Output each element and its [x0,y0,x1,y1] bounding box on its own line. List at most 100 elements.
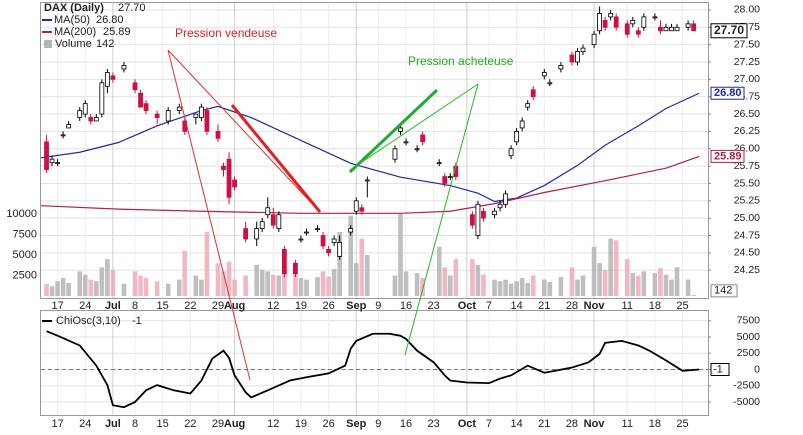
x-tick-label: 29 [212,300,224,312]
annotation-line [167,49,319,211]
volume-bar [569,267,575,296]
x-tick-label: Jul [105,418,121,430]
volume-bar [232,279,237,296]
volume-bar [508,283,514,296]
volume-bar [49,286,55,296]
candle-body [359,207,365,212]
annotation-trend [230,104,322,213]
candle-body [293,262,298,275]
volume-bar [315,277,320,296]
legend-entry: MA(200) [54,26,96,38]
volume-bar [691,294,696,296]
volume-bar [298,277,304,296]
volume-bar [77,271,83,296]
volume-bar [215,263,221,296]
volume-bar [663,274,669,296]
candle-body [558,65,564,70]
volume-bar [608,238,613,296]
last-value-label: -1 [713,363,723,375]
x-tick-label: 15 [157,300,169,312]
candle-body [436,162,442,165]
x-tick-label: Oct [458,300,477,312]
last-value-label: 142 [714,285,732,297]
x-tick-label: 21 [538,300,550,312]
volume-tick-label: 7500 [13,228,37,240]
volume-bar [519,277,525,296]
volume-bar [674,267,680,296]
volume-bar [497,281,503,296]
volume-bar [221,271,226,296]
volume-bar [503,279,508,296]
annotations: Pression vendeuse Pression acheteuse [167,26,514,381]
volume-bar [580,275,586,296]
x-tick-label: 26 [322,418,334,430]
x-tick-label: 23 [428,300,440,312]
legend-title: DAX (Daily) [44,2,104,14]
volume-bar [66,282,71,296]
candle-body [143,103,149,111]
volume-bar [514,281,519,296]
candle-body [298,238,304,241]
candle-body [49,158,55,164]
volume-bar [602,269,608,296]
x-tick-label: 17 [51,300,63,312]
candle-body [392,148,398,160]
candle-body [204,110,210,132]
candle-body [221,165,226,170]
volume-bar [685,279,691,296]
candle-body [669,26,674,32]
volume-bar [453,259,459,296]
candle-body [198,106,204,118]
y-tick-label: 25.50 [734,177,760,189]
x-tick-label: 12 [267,418,279,430]
candle-body [481,210,486,219]
volume-bar [420,277,425,296]
candle-body [514,131,520,143]
candle-body [591,33,597,46]
volume-bar [481,274,486,296]
annotation-text: Pression acheteuse [408,54,514,68]
volume-bar [99,267,105,296]
x-tick-label: 26 [322,300,334,312]
candle-body [624,23,630,35]
candle-body [193,113,199,118]
volume-bar [359,238,365,296]
volume-bar [624,259,630,296]
volume-bar [558,277,564,296]
x-tick-label: 18 [649,300,661,312]
annotation-text: Pression vendeuse [175,26,277,40]
moving-average [40,92,700,203]
last-value-box [710,149,745,163]
x-tick-label: Jul [105,300,121,312]
x-tick-label: 19 [295,300,307,312]
candle-body [259,221,265,229]
volume-bar [82,274,88,296]
volume-bar [353,263,359,296]
candle-body [226,158,232,198]
volume-bar [132,271,138,296]
volume-bar [547,282,553,296]
candle-body [165,110,171,122]
candle-body [414,148,420,151]
x-tick-label: 9 [375,418,381,430]
y-tick-label: 26.50 [734,108,760,120]
volume-bar [337,232,342,296]
y-tick-label: 2500 [737,347,761,359]
legend: DAX (Daily) 27.70 MA(50) 26.80 MA(200) 2… [42,2,146,327]
candle-body [353,200,359,212]
volume-bar [331,268,337,296]
candle-body [232,179,237,188]
candle-body [652,16,658,19]
volume-bar [658,268,663,296]
legend-value: 25.89 [103,26,131,38]
candle-body [121,65,127,70]
volume-bar [475,264,481,296]
x-tick-label: 7 [486,418,492,430]
volume-bar [304,279,309,296]
volume-bar [392,275,398,296]
candle-body [630,19,636,25]
volume-bar [492,279,497,296]
candle-body [691,23,697,32]
volume-bar [403,271,409,296]
volume-bar [55,281,60,296]
